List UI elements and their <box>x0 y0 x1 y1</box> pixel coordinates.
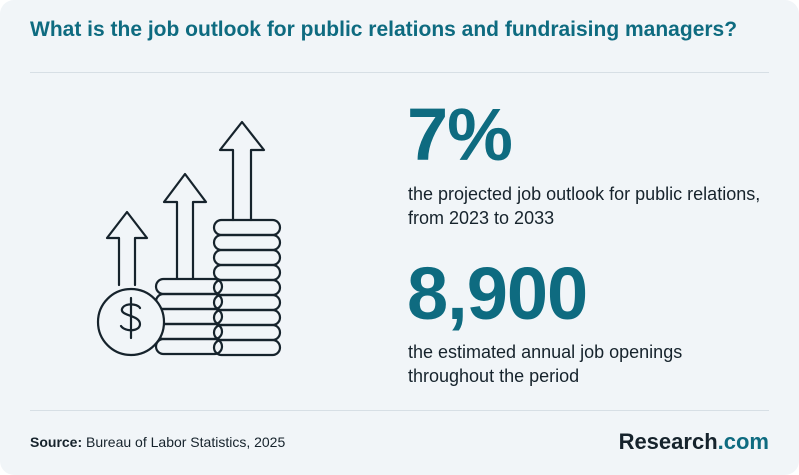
up-arrow-icon <box>105 210 149 287</box>
stat-description-openings: the estimated annual job openings throug… <box>408 342 683 386</box>
up-arrow-icon <box>218 120 266 222</box>
brand-name: Research <box>618 429 718 454</box>
growth-illustration <box>96 120 282 357</box>
source-text: Bureau of Labor Statistics, 2025 <box>86 434 286 450</box>
divider-bottom <box>30 410 769 411</box>
source-note: Source: Bureau of Labor Statistics, 2025 <box>30 434 285 450</box>
source-label: Source: <box>30 434 83 450</box>
brand-logo: Research.com <box>619 429 769 455</box>
dollar-coin-icon <box>96 287 166 357</box>
divider-top <box>30 72 769 73</box>
coin-stack-icon <box>154 277 224 356</box>
brand-suffix: .com <box>717 429 769 454</box>
stat-value-growth: 7% <box>407 93 513 176</box>
page-title: What is the job outlook for public relat… <box>30 18 738 41</box>
stat-description-growth: the projected job outlook for public rel… <box>408 184 761 228</box>
up-arrow-icon <box>162 172 208 280</box>
coin-stack-icon <box>212 218 282 357</box>
stat-value-openings: 8,900 <box>407 252 588 335</box>
